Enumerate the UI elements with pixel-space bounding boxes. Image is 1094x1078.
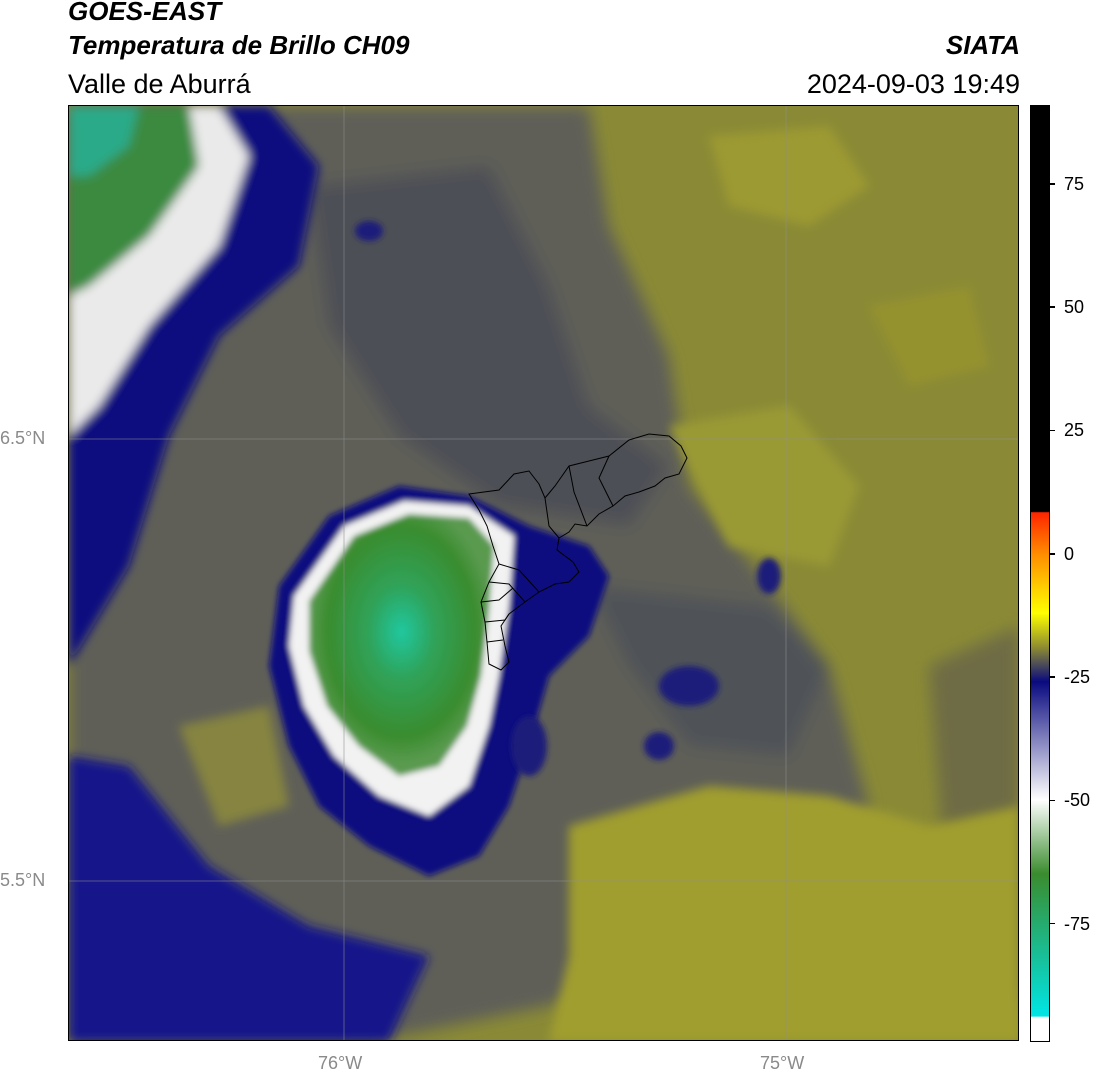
colorbar-tick-label: 75 — [1064, 173, 1085, 194]
graticule — [69, 106, 1018, 1040]
colorbar-tick — [1050, 922, 1055, 925]
colorbar-tick-label: -75 — [1064, 913, 1091, 934]
region-label: Valle de Aburrá — [68, 69, 251, 99]
lat-label-6-5: 6.5°N — [0, 428, 46, 448]
brightness-temperature-field — [69, 106, 1018, 1040]
scattered-cold-spots — [355, 221, 781, 776]
central-cell — [269, 486, 609, 876]
agency-label: SIATA — [945, 30, 1020, 60]
colorbar-tick — [1050, 676, 1055, 678]
satellite-map[interactable] — [68, 105, 1019, 1041]
colorbar-tick-label: 50 — [1064, 297, 1085, 318]
title-line-2: Temperatura de Brillo CH09 — [68, 30, 410, 60]
colorbar — [1030, 105, 1050, 1042]
lon-label-76w: 76°W — [318, 1053, 363, 1073]
municipality-borders — [468, 433, 688, 671]
lon-label-75w: 75°W — [760, 1053, 805, 1073]
west-cloud-band — [69, 106, 429, 1040]
colorbar-tick-label: 0 — [1064, 543, 1075, 564]
colorbar-tick — [1050, 429, 1055, 432]
colorbar-tick — [1050, 799, 1055, 802]
warm-patches — [179, 126, 1018, 1040]
title-line-1: GOES-EAST — [68, 0, 222, 26]
colorbar-tick — [1050, 306, 1055, 308]
timestamp-label: 2024-09-03 19:49 — [806, 69, 1020, 99]
colorbar-tick-label: -50 — [1064, 790, 1091, 811]
lat-label-5-5: 5.5°N — [0, 870, 46, 890]
colorbar-tick — [1050, 183, 1055, 185]
colorbar-tick-label: -25 — [1064, 667, 1091, 688]
colorbar-tick-label: 25 — [1064, 420, 1085, 441]
colorbar-tick — [1050, 553, 1055, 555]
